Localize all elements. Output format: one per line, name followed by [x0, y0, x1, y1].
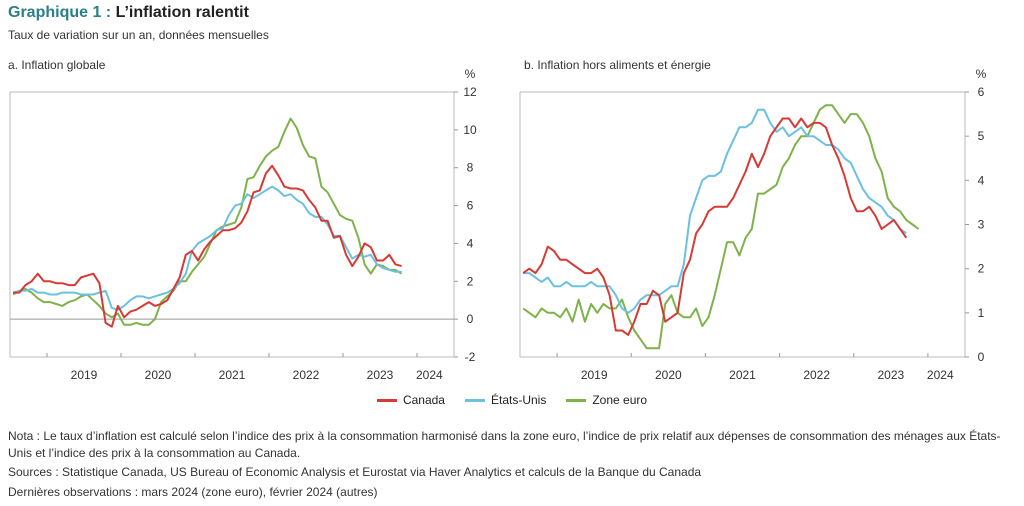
y-unit-label: %	[976, 67, 987, 81]
x-tick-label: 2020	[145, 368, 172, 382]
legend-swatch-canada	[376, 398, 397, 402]
x-tick-label: 2021	[729, 368, 756, 382]
series-line-canada	[522, 117, 908, 336]
x-tick-label: 2024	[927, 368, 954, 382]
title-number: Graphique 1 :	[8, 4, 112, 21]
legend: Canada États-Unis Zone euro	[0, 393, 1024, 407]
page-title: Graphique 1 : L’inflation ralentit	[8, 4, 249, 22]
y-tick-label: -2	[465, 350, 476, 364]
y-tick-label: 6	[467, 199, 474, 213]
y-tick-label: 4	[978, 173, 985, 187]
y-tick-label: 4	[467, 236, 474, 250]
y-tick-label: 12	[463, 85, 477, 99]
y-tick-label: 6	[978, 85, 985, 99]
footnote: Nota : Le taux d’inflation est calculé s…	[8, 429, 1001, 460]
y-tick-label: 2	[467, 274, 474, 288]
y-tick-label: 3	[978, 218, 985, 232]
legend-item-zone-euro: Zone euro	[566, 393, 647, 407]
series-line--tats-unis	[523, 108, 907, 314]
y-tick-label: 0	[467, 312, 474, 326]
x-tick-label: 2024	[416, 368, 443, 382]
subtitle: Taux de variation sur un an, données men…	[8, 28, 269, 42]
legend-label-zone-euro: Zone euro	[592, 393, 648, 407]
x-tick-label: 2021	[219, 368, 246, 382]
panel-title: a. Inflation globale	[8, 58, 106, 72]
x-tick-label: 2022	[293, 368, 320, 382]
x-tick-label: 2019	[71, 368, 98, 382]
sources: Sources : Statistique Canada, US Bureau …	[8, 465, 702, 479]
legend-item-etats-unis: États-Unis	[464, 393, 547, 407]
legend-label-etats-unis: États-Unis	[490, 393, 547, 407]
x-tick-label: 2023	[877, 368, 904, 382]
x-tick-label: 2022	[803, 368, 830, 382]
legend-swatch-zone-euro	[566, 398, 587, 402]
series-line-canada	[13, 164, 402, 328]
y-tick-label: 1	[978, 306, 985, 320]
x-tick-label: 2020	[655, 368, 682, 382]
panel-title: b. Inflation hors aliments et énergie	[524, 58, 711, 72]
last-observations: Dernières observations : mars 2024 (zone…	[8, 485, 378, 499]
y-tick-label: 5	[978, 129, 985, 143]
y-tick-label: 8	[467, 161, 474, 175]
legend-item-canada: Canada	[376, 393, 445, 407]
title-text: L’inflation ralentit	[111, 4, 249, 21]
y-unit-label: %	[465, 67, 476, 81]
x-tick-label: 2019	[581, 368, 608, 382]
legend-label-canada: Canada	[402, 393, 445, 407]
y-tick-label: 2	[978, 262, 985, 276]
y-tick-label: 0	[978, 350, 985, 364]
y-tick-label: 10	[463, 123, 477, 137]
series-line-zone-euro	[12, 117, 403, 326]
series-line-zone-euro	[522, 104, 920, 350]
legend-swatch-etats-unis	[464, 398, 485, 402]
x-tick-label: 2023	[367, 368, 394, 382]
